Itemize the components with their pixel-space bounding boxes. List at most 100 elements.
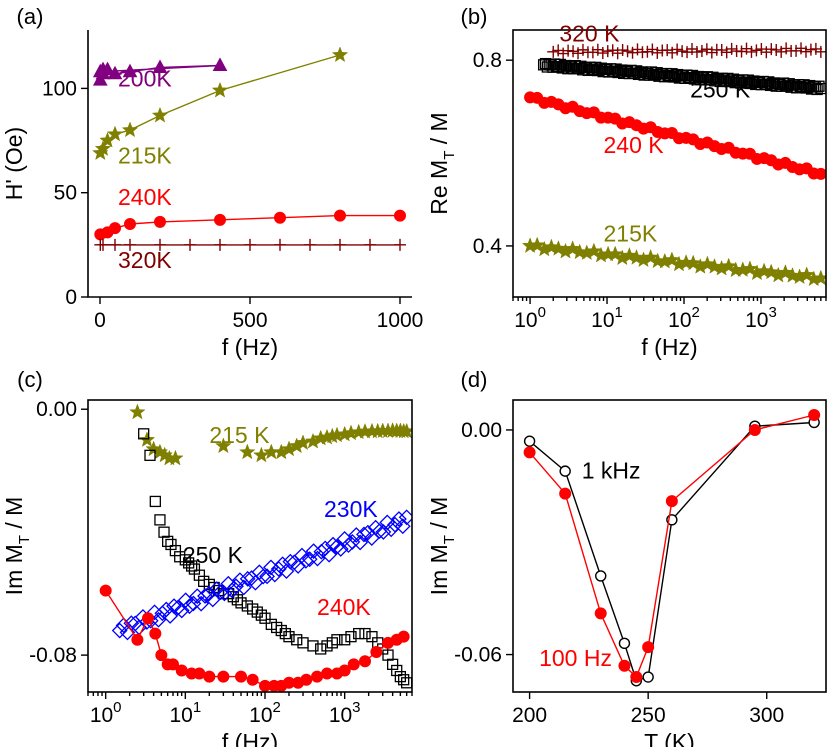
data-point-320k	[809, 42, 822, 55]
data-point-100hz	[559, 487, 572, 500]
data-point-215k	[684, 254, 702, 271]
data-point-320k	[214, 238, 226, 251]
series-annotation: 250 K	[690, 76, 751, 102]
tick-label: 0.00	[36, 398, 77, 421]
chart-panel-3: 200 250 300 0.00 -0.06 T (K) Im MT / M (d) 1 kHz…	[426, 367, 827, 747]
data-point-320k	[799, 45, 812, 58]
data-point-230k	[185, 595, 202, 612]
data-point-215k	[663, 251, 681, 268]
series-320k	[547, 42, 826, 60]
tick-label: -0.08	[29, 644, 77, 667]
data-point-250k	[169, 544, 182, 557]
data-point-230k	[266, 566, 283, 583]
series-250k	[138, 428, 412, 689]
data-point-250k	[158, 526, 170, 538]
data-point-200k	[122, 63, 138, 78]
tick-label: 100	[90, 699, 122, 727]
data-point-250k	[307, 640, 319, 652]
data-point-215k	[777, 264, 794, 280]
data-point-250k	[275, 624, 287, 637]
data-point-215k	[699, 255, 716, 272]
series-annotation: 240K	[118, 184, 172, 210]
data-point-215k	[129, 403, 146, 420]
panel-label: (a)	[17, 4, 44, 29]
tick-label: 0.4	[473, 235, 503, 258]
series-annotation: 215K	[604, 220, 658, 246]
data-point-320k	[790, 44, 803, 57]
series-230k	[111, 509, 412, 641]
data-point-320k	[572, 47, 585, 60]
data-point-250k	[138, 428, 150, 440]
data-point-240k	[274, 211, 286, 224]
tick-label: 300	[749, 704, 784, 727]
data-point-215k	[812, 269, 826, 286]
data-point-320k	[304, 238, 316, 251]
tick-label: 103	[329, 699, 361, 727]
data-point-250k	[331, 634, 343, 646]
data-point-250k	[185, 560, 198, 572]
data-point-230k	[282, 553, 299, 570]
data-point-320k	[725, 42, 738, 55]
series-annotation: 320 K	[559, 21, 620, 47]
data-point-250k	[179, 554, 191, 566]
data-point-100hz	[665, 495, 678, 508]
data-point-200k	[152, 59, 168, 74]
data-point-230k	[332, 541, 349, 557]
data-point-240k	[246, 673, 259, 686]
data-point-320k	[750, 44, 763, 57]
data-point-320k	[795, 42, 808, 55]
data-point-240k	[193, 667, 206, 680]
data-point-250k	[235, 597, 247, 609]
data-point-230k	[290, 557, 307, 574]
tick-label: 102	[249, 699, 281, 727]
data-point-215k	[211, 81, 229, 98]
data-point-250k	[366, 631, 378, 643]
axes-frame	[512, 29, 827, 298]
series-215k	[129, 403, 412, 466]
data-point-240k	[359, 655, 372, 668]
data-point-215k	[239, 443, 256, 460]
data-point-240k	[370, 646, 383, 659]
series-240k	[94, 209, 406, 241]
data-point-1khz	[523, 435, 536, 447]
data-point-250k	[149, 495, 161, 508]
data-point-320k	[596, 47, 609, 60]
plot-area	[92, 46, 406, 251]
data-point-240k	[320, 667, 333, 680]
data-point-320k	[109, 238, 121, 251]
data-point-320k	[765, 43, 778, 56]
tick-label: -0.06	[454, 644, 502, 667]
data-point-215k	[398, 422, 412, 439]
data-point-215k	[741, 260, 759, 277]
data-point-320k	[740, 42, 753, 55]
series-line	[529, 421, 815, 682]
data-point-320k	[547, 45, 560, 58]
data-point-320k	[715, 44, 728, 57]
data-point-320k	[745, 45, 758, 58]
y-axis-title: Re MT / M	[426, 112, 458, 214]
tick-label: 0	[94, 309, 106, 332]
data-point-320k	[364, 238, 376, 251]
data-point-320k	[274, 238, 286, 251]
tick-label: 103	[745, 304, 777, 332]
data-point-1khz	[559, 465, 571, 477]
data-point-215k	[94, 140, 112, 156]
data-point-250k	[259, 612, 271, 624]
data-point-230k	[344, 534, 361, 550]
tick-label: 100	[42, 77, 77, 100]
data-point-250k	[315, 643, 327, 655]
plot-area	[523, 408, 821, 687]
tick-label: 1000	[377, 309, 424, 332]
tick-label: 50	[54, 182, 77, 205]
series-215k	[92, 46, 349, 161]
data-point-230k	[375, 524, 392, 540]
data-point-215k	[585, 242, 603, 259]
data-point-215k	[606, 245, 624, 262]
plot-area	[99, 403, 412, 692]
data-point-320k	[780, 42, 793, 55]
tick-label: 102	[668, 304, 700, 332]
data-point-240k	[167, 658, 180, 671]
data-point-230k	[173, 602, 190, 619]
data-point-215k	[331, 46, 349, 63]
